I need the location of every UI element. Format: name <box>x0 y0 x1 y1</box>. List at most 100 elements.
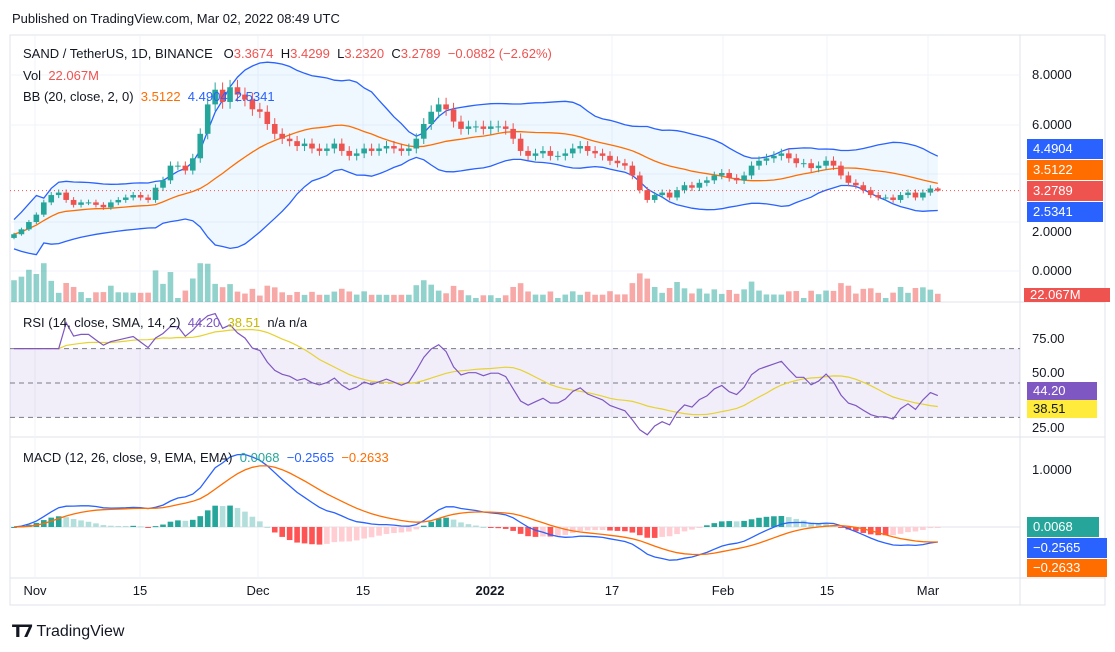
macd-histogram-bar <box>279 527 285 537</box>
volume-bar <box>48 280 55 302</box>
candle-body <box>644 190 651 200</box>
tv-logo-icon: 𝗧𝟳 <box>12 622 33 641</box>
volume-bar <box>555 298 561 302</box>
candle-body <box>137 195 144 198</box>
candle-body <box>823 160 829 166</box>
candle-body <box>279 133 285 139</box>
macd-histogram-bar <box>763 516 770 527</box>
macd-histogram-bar <box>771 516 777 527</box>
tradingview-logo[interactable]: 𝗧𝟳 TradingView <box>12 622 124 642</box>
macd-histogram-bar <box>555 527 561 537</box>
volume-bar <box>622 294 628 302</box>
volume-bar <box>130 292 136 302</box>
time-tick: 15 <box>819 583 835 598</box>
macd-histogram-bar <box>696 527 703 528</box>
macd-histogram-bar <box>212 505 218 527</box>
macd-histogram-bar <box>100 525 107 527</box>
bb-upper-badge: 4.4904 <box>1027 139 1103 159</box>
signal-badge: −0.2633 <box>1027 559 1107 577</box>
macd-histogram-bar <box>376 527 382 536</box>
candle-body <box>115 199 122 203</box>
macd-histogram-bar <box>443 517 449 527</box>
bb-basis-value: 3.5122 <box>140 89 181 104</box>
candle-body <box>391 146 397 149</box>
candle-body <box>331 143 338 149</box>
volume-bar <box>152 270 159 302</box>
volume-bar <box>778 294 785 302</box>
candle-body <box>33 214 40 222</box>
volume-bar <box>480 295 487 302</box>
candle-body <box>800 163 807 165</box>
candle-body <box>473 126 479 128</box>
candle-body <box>257 109 263 112</box>
volume-bar <box>346 291 353 302</box>
macd-histogram-bar <box>167 521 174 527</box>
macd-histogram-bar <box>204 510 211 527</box>
candle-body <box>920 192 926 198</box>
change-value: −0.0882 (−2.62%) <box>447 46 552 61</box>
candle-body <box>808 163 814 169</box>
macd-histogram-bar <box>152 526 159 528</box>
volume-bar <box>406 294 412 302</box>
volume-bar <box>912 288 919 302</box>
macd-histogram-bar <box>637 527 643 536</box>
macd-histogram-bar <box>510 527 516 531</box>
candle-body <box>152 187 159 200</box>
time-tick: 15 <box>355 583 371 598</box>
candle-body <box>234 87 241 95</box>
volume-bar <box>577 294 583 302</box>
volume-bar <box>331 291 338 302</box>
volume-bar <box>383 294 390 302</box>
volume-bar <box>368 294 375 302</box>
volume-bar <box>428 284 434 302</box>
candle-body <box>182 165 189 171</box>
macd-histogram-bar <box>651 527 658 538</box>
macd-histogram-bar <box>607 527 613 531</box>
chart-frame <box>9 34 1106 606</box>
time-tick: 17 <box>604 583 620 598</box>
macd-legend: MACD (12, 26, close, 9, EMA, EMA) 0.0068… <box>23 450 389 465</box>
candle-body <box>368 148 375 151</box>
candle-body <box>361 148 367 154</box>
macd-histogram-bar <box>592 527 598 531</box>
candle-body <box>70 199 77 205</box>
candle-body <box>718 173 725 176</box>
macd-histogram-bar <box>219 506 226 527</box>
macd-histogram-bar <box>458 522 464 527</box>
bb-lower-line <box>13 156 938 256</box>
volume-bar <box>659 292 665 302</box>
candle-body <box>763 158 770 161</box>
macd-histogram-bar <box>666 527 673 537</box>
volume-bar <box>927 289 934 302</box>
candle-body <box>242 94 248 100</box>
macd-histogram-bar <box>324 527 330 544</box>
macd-histogram-bar <box>853 527 859 532</box>
candle-body <box>562 153 569 156</box>
volume-bar <box>569 291 576 302</box>
macd-histogram-bar <box>756 517 762 527</box>
candle-body <box>413 138 420 149</box>
volume-bar <box>391 294 397 302</box>
macd-histogram-bar <box>562 527 569 535</box>
macd-histogram-bar <box>108 525 114 527</box>
candle-body <box>488 126 494 129</box>
macd-histogram-bar <box>488 527 494 528</box>
price-tick: 8.0000 <box>1032 67 1072 82</box>
volume-bar <box>614 294 621 302</box>
symbol-legend: SAND / TetherUS, 1D, BINANCE O3.3674 H3.… <box>23 46 552 61</box>
volume-bar <box>309 291 315 302</box>
volume-bar <box>115 292 122 302</box>
macd-histogram-bar <box>406 527 412 532</box>
bb-basis-line <box>13 124 938 235</box>
low-label: L <box>337 46 345 61</box>
macd-histogram-bar <box>234 507 241 527</box>
candle-body <box>264 111 271 124</box>
candle-body <box>756 160 762 166</box>
candle-body <box>771 155 777 159</box>
candle-body <box>428 111 434 124</box>
candle-body <box>867 190 874 196</box>
bb-upper-value: 4.4904 <box>187 89 228 104</box>
macd-histogram-bar <box>890 527 896 536</box>
volume-bar <box>160 283 166 302</box>
